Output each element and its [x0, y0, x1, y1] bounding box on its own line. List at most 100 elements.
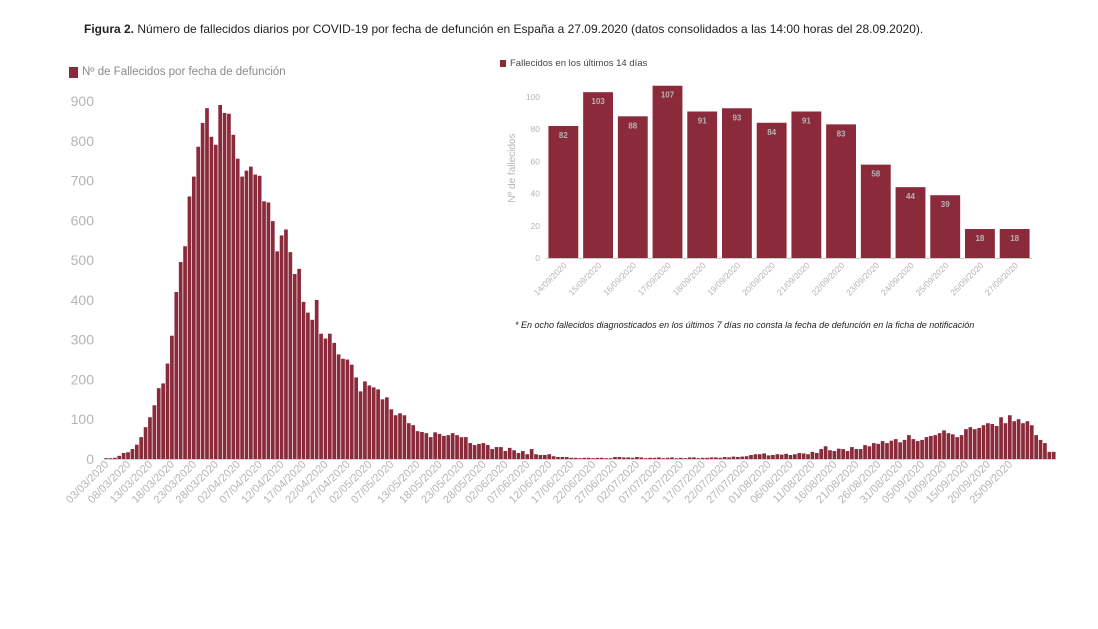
bar	[586, 457, 591, 459]
bar	[1012, 421, 1017, 459]
bar	[134, 444, 139, 459]
bar	[292, 274, 297, 459]
bar	[336, 354, 341, 459]
bar	[380, 399, 385, 459]
bar	[284, 229, 288, 459]
bar	[275, 251, 280, 459]
bar	[867, 446, 872, 459]
bar	[714, 457, 718, 459]
bar	[972, 429, 977, 459]
inset-y-tick-label: 40	[531, 189, 541, 199]
bar	[1043, 443, 1047, 459]
bar	[301, 301, 306, 459]
inset-y-axis-title: Nº de fallecidos	[507, 133, 518, 202]
bar	[209, 136, 214, 460]
bar	[924, 437, 929, 459]
bar	[564, 457, 569, 459]
bar	[946, 433, 951, 459]
bar	[126, 452, 130, 459]
bar	[929, 435, 933, 459]
bar	[279, 235, 284, 459]
bar	[398, 413, 402, 459]
bar	[889, 440, 894, 459]
bar	[148, 417, 152, 459]
bar	[525, 454, 530, 459]
figure-caption: Figura 2. Número de fallecidos diarios p…	[84, 22, 923, 36]
bar	[977, 427, 981, 459]
bar	[420, 431, 424, 459]
bar	[652, 457, 657, 459]
bar	[573, 457, 578, 459]
inset-y-tick-label: 20	[531, 221, 541, 231]
bar	[810, 451, 815, 459]
bar	[235, 158, 240, 459]
bar	[907, 435, 911, 459]
bar	[1021, 423, 1025, 459]
bar	[994, 425, 999, 459]
bar	[731, 456, 736, 459]
inset-bar-value-label: 39	[941, 200, 950, 209]
bar	[393, 415, 398, 459]
bar	[1034, 435, 1039, 459]
inset-legend-label: Fallecidos en los últimos 14 días	[510, 58, 648, 69]
bar	[981, 425, 986, 459]
bar	[521, 451, 525, 459]
inset-bar	[652, 85, 683, 258]
bar	[1003, 423, 1008, 459]
bar	[661, 458, 666, 459]
y-tick-label: 300	[71, 332, 95, 348]
inset-x-tick-label: 27/09/2020	[983, 260, 1020, 297]
bar	[156, 388, 161, 459]
bar	[130, 449, 135, 459]
bar	[288, 252, 293, 459]
bar	[608, 458, 613, 459]
bar	[692, 457, 696, 459]
bar	[341, 358, 345, 459]
bar	[262, 201, 266, 460]
bar	[529, 449, 534, 459]
inset-y-tick-label: 60	[531, 156, 541, 166]
bar	[902, 439, 907, 459]
bar	[700, 457, 705, 459]
inset-bar	[722, 108, 752, 259]
bar	[424, 433, 429, 459]
bar	[1007, 415, 1012, 459]
bar	[643, 458, 648, 459]
bar	[639, 457, 644, 459]
bar	[617, 457, 622, 459]
bar	[200, 122, 205, 459]
bar	[766, 455, 771, 459]
bar	[578, 458, 582, 459]
bar	[415, 431, 420, 459]
y-tick-label: 0	[86, 451, 94, 467]
bar	[678, 457, 683, 459]
inset-legend-swatch	[500, 60, 506, 67]
bar	[718, 457, 723, 459]
bar	[942, 430, 946, 459]
bar	[227, 113, 231, 460]
inset-bar-value-label: 88	[628, 121, 637, 130]
bar	[358, 391, 363, 459]
bar	[599, 457, 604, 459]
y-tick-label: 600	[71, 212, 95, 228]
y-tick-label: 800	[71, 133, 95, 149]
bar	[490, 449, 495, 459]
inset-x-tick-label: 22/09/2020	[809, 260, 846, 297]
bar	[964, 429, 968, 459]
bar	[722, 457, 727, 459]
bar	[1025, 421, 1030, 459]
bar	[218, 104, 223, 459]
bar	[744, 456, 749, 459]
bar	[797, 453, 802, 459]
bar	[538, 455, 543, 459]
inset-bar	[860, 164, 891, 258]
inset-bar	[791, 111, 822, 259]
bar	[306, 312, 310, 459]
bar	[433, 432, 437, 459]
inset-bar	[895, 187, 926, 258]
bar	[442, 435, 446, 459]
inset-bar-value-label: 18	[1010, 234, 1019, 243]
bar	[270, 221, 275, 459]
bar	[191, 176, 196, 460]
bar	[771, 455, 775, 459]
